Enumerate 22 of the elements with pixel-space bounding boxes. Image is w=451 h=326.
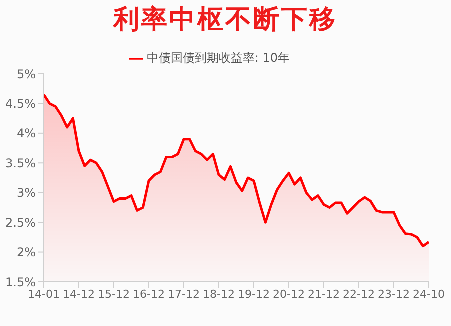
x-tick-label: 24-10 (413, 288, 445, 301)
y-tick-label: 2.5% (6, 216, 36, 230)
x-tick-label: 17-12 (168, 288, 200, 301)
y-tick-label: 4.5% (6, 96, 36, 111)
y-tick-label: 4% (16, 126, 36, 141)
y-tick-label: 3.5% (6, 156, 36, 170)
y-tick-label: 5% (16, 67, 36, 82)
y-tick-label: 2% (16, 246, 36, 260)
x-tick-label: 14-01 (28, 288, 60, 301)
chart-title: 利率中枢不断下移 (112, 4, 338, 37)
x-tick-label: 22-12 (343, 288, 375, 301)
x-tick-label: 14-12 (63, 288, 95, 301)
legend-label: 中债国债到期收益率: 10年 (146, 51, 290, 65)
x-tick-label: 18-12 (203, 288, 235, 301)
x-tick-label: 19-12 (238, 288, 270, 301)
x-tick-label: 15-12 (98, 288, 130, 301)
x-tick-label: 23-12 (378, 288, 410, 301)
x-tick-label: 20-12 (273, 288, 305, 301)
x-tick-label: 16-12 (133, 288, 165, 301)
y-tick-label: 1.5% (6, 275, 36, 290)
x-tick-label: 21-12 (308, 288, 340, 301)
y-tick-label: 3% (16, 186, 36, 200)
